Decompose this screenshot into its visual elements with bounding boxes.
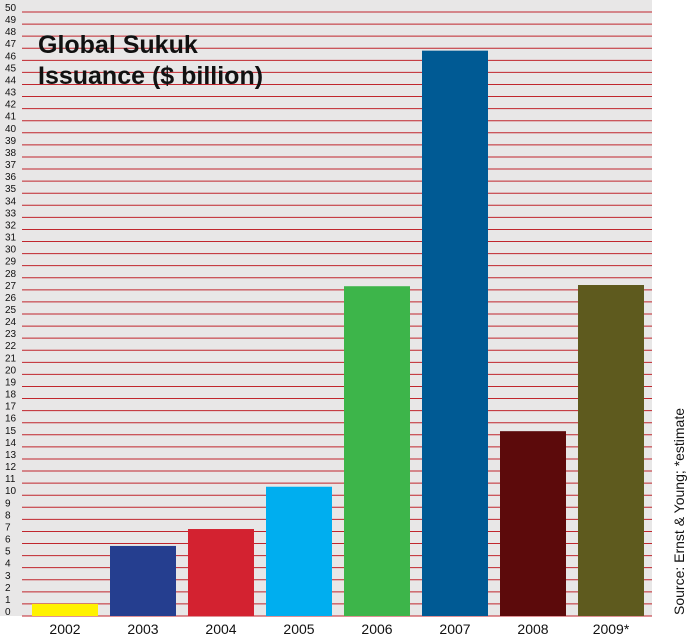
y-tick-label: 16 (5, 414, 17, 425)
y-tick-label: 0 (5, 607, 11, 618)
y-tick-label: 36 (5, 172, 17, 183)
bar-2002 (32, 603, 98, 616)
y-tick-label: 19 (5, 377, 17, 388)
y-tick-label: 23 (5, 329, 17, 340)
bar-2004 (188, 529, 254, 616)
y-tick-label: 1 (5, 595, 11, 606)
bar-2005 (266, 486, 332, 616)
y-tick-label: 34 (5, 196, 17, 207)
y-tick-label: 45 (5, 63, 17, 74)
y-tick-label: 4 (5, 559, 11, 570)
x-tick-label: 2006 (361, 621, 392, 637)
y-tick-label: 38 (5, 148, 17, 159)
y-axis-ticks: 0123456789101112131415161718192021222324… (5, 3, 17, 618)
y-tick-label: 10 (5, 486, 17, 497)
y-tick-label: 48 (5, 27, 17, 38)
y-tick-label: 28 (5, 269, 17, 280)
y-tick-label: 27 (5, 281, 17, 292)
y-tick-label: 30 (5, 245, 17, 256)
y-tick-label: 21 (5, 353, 17, 364)
x-tick-label: 2005 (283, 621, 314, 637)
y-tick-label: 17 (5, 402, 17, 413)
x-tick-label: 2002 (49, 621, 80, 637)
y-tick-label: 35 (5, 184, 17, 195)
y-tick-label: 7 (5, 522, 11, 533)
y-tick-label: 11 (5, 474, 16, 485)
y-tick-label: 20 (5, 365, 17, 376)
y-tick-label: 18 (5, 390, 17, 401)
x-tick-label: 2007 (439, 621, 470, 637)
y-tick-label: 5 (5, 547, 11, 558)
y-tick-label: 2 (5, 583, 11, 594)
x-tick-label: 2004 (205, 621, 236, 637)
bars (32, 50, 644, 616)
y-tick-label: 32 (5, 220, 17, 231)
y-tick-label: 41 (5, 112, 17, 123)
bar-2009 (578, 285, 644, 616)
y-tick-label: 25 (5, 305, 17, 316)
y-tick-label: 42 (5, 100, 17, 111)
chart-title-line1: Global Sukuk (38, 31, 198, 59)
y-tick-label: 15 (5, 426, 17, 437)
y-tick-label: 40 (5, 124, 17, 135)
y-tick-label: 8 (5, 510, 11, 521)
x-axis-ticks: 2002 2003 2004 2005 2006 2007 2008 2009* (49, 621, 629, 637)
y-tick-label: 24 (5, 317, 17, 328)
x-tick-label: 2009* (593, 621, 630, 637)
x-tick-label: 2003 (127, 621, 158, 637)
y-tick-label: 14 (5, 438, 17, 449)
chart-title-line2: Issuance ($ billion) (38, 62, 263, 90)
y-tick-label: 33 (5, 208, 17, 219)
x-tick-label: 2008 (517, 621, 548, 637)
y-tick-label: 46 (5, 51, 17, 62)
y-tick-label: 43 (5, 88, 17, 99)
y-tick-label: 47 (5, 39, 17, 50)
y-tick-label: 9 (5, 498, 11, 509)
y-tick-label: 12 (5, 462, 17, 473)
y-tick-label: 49 (5, 15, 17, 26)
bar-2003 (110, 545, 176, 616)
y-tick-label: 44 (5, 75, 17, 86)
bar-2007 (422, 50, 488, 616)
bar-2006 (344, 286, 410, 616)
source-note: Source: Ernst & Young; *estimate (671, 408, 687, 615)
y-tick-label: 50 (5, 3, 17, 14)
y-tick-label: 39 (5, 136, 17, 147)
y-tick-label: 13 (5, 450, 17, 461)
y-tick-label: 6 (5, 535, 11, 546)
y-tick-label: 31 (5, 233, 17, 244)
y-tick-label: 22 (5, 341, 17, 352)
y-tick-label: 29 (5, 257, 17, 268)
y-tick-label: 37 (5, 160, 17, 171)
bar-2008 (500, 431, 566, 616)
y-tick-label: 3 (5, 571, 11, 582)
y-tick-label: 26 (5, 293, 17, 304)
